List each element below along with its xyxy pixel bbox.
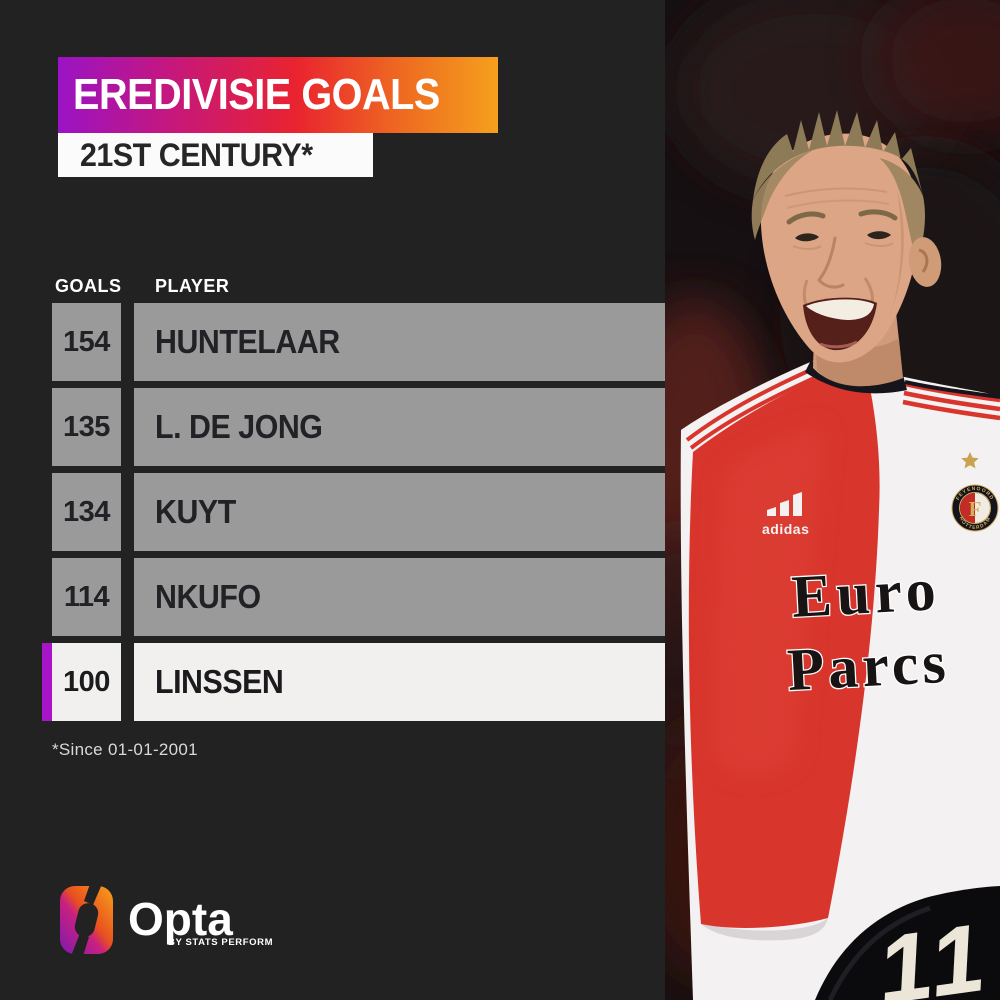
goals-value: 154 [63,325,110,358]
table-row: 154 HUNTELAAR [0,303,665,381]
shirt-sponsor: Euro Parcs [785,555,953,705]
player-name: L. DE JONG [155,408,323,445]
player-column-header: PLAYER [155,276,230,296]
player-cell: L. DE JONG [134,388,665,466]
footnote: *Since 01-01-2001 [52,740,198,759]
player-cell: NKUFO [134,558,665,636]
subtitle-box: 21ST CENTURY* [58,133,373,177]
player-cell: LINSSEN [134,643,665,721]
crest-letter: F [969,497,982,521]
adidas-logo-icon: adidas [762,492,809,537]
table-column-headers: GOALS PLAYER [0,276,665,296]
goals-cell: 154 [52,303,121,381]
goals-cell: 134 [52,473,121,551]
club-crest-icon: FEYENOORD ROTTERDAM F [951,452,999,532]
player-cell: HUNTELAAR [134,303,665,381]
player-name: KUYT [155,493,236,530]
player-photo-illustration: adidas FEYENOORD ROTTERDAM F Euro Parcs [665,0,1000,1000]
opta-wordmark: Opta [128,893,233,945]
goals-cell: 135 [52,388,121,466]
shorts-number: 11 [871,903,996,1000]
table-row: 135 L. DE JONG [0,388,665,466]
player-name: HUNTELAAR [155,323,340,360]
goals-value: 100 [63,665,110,698]
goals-table-rows: 154 HUNTELAAR 135 L. DE JONG 134 KUYT 114 NKUFO… [0,303,665,728]
collar [805,360,907,394]
goals-value: 114 [63,580,110,613]
page-subtitle: 21ST CENTURY* [80,136,313,173]
goals-column-header: GOALS [55,276,122,296]
goals-value: 135 [63,410,110,443]
table-row: 114 NKUFO [0,558,665,636]
goals-cell: 100 [42,643,121,721]
page-title: EREDIVISIE GOALS [73,70,440,119]
player-cell: KUYT [134,473,665,551]
player-photo: adidas FEYENOORD ROTTERDAM F Euro Parcs [665,0,1000,1000]
kit-brand-label: adidas [762,521,809,537]
title-banner: EREDIVISIE GOALS [58,57,498,133]
goals-cell: 114 [52,558,121,636]
player-name: LINSSEN [155,663,284,700]
goals-value: 134 [63,495,110,528]
opta-tagline: BY STATS PERFORM [168,937,274,948]
sponsor-line2: Parcs [786,629,951,703]
table-row: 100 LINSSEN [0,643,665,721]
table-row: 134 KUYT [0,473,665,551]
opta-logo-icon [60,886,113,954]
sponsor-line1: Euro [790,556,942,630]
player-name: NKUFO [155,578,261,615]
